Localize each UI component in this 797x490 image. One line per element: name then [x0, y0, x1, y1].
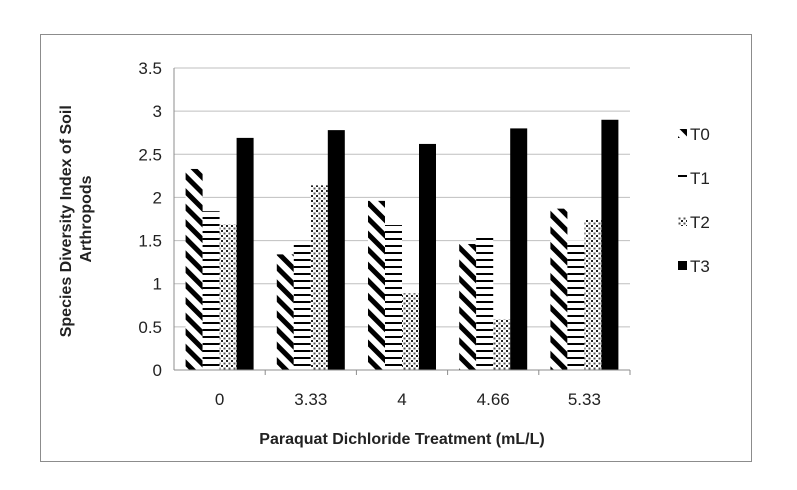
bar-t0-4 — [550, 208, 568, 370]
bar-chart: 0 0.5 1 1.5 2 2.5 3 3.5 0 3.33 4 4.66 5.33 Paraquat… — [58, 59, 710, 448]
bar-t3-4 — [601, 119, 619, 371]
bar-t0-3 — [459, 244, 477, 370]
bar-t0-2 — [368, 200, 385, 370]
x-axis-title: Paraquat Dichloride Treatment (mL/L) — [259, 431, 544, 448]
x-tick-labels: 0 3.33 4 4.66 5.33 — [215, 390, 601, 409]
x-tick-label: 5.33 — [568, 390, 601, 409]
bar-t1-1 — [293, 241, 311, 370]
legend-swatch-t0 — [678, 129, 687, 138]
legend-swatch-t1 — [678, 173, 687, 182]
y-tick-label: 0.5 — [138, 318, 162, 337]
bar-t0-1 — [276, 254, 294, 370]
y-axis-title-line-2: Arthropods — [78, 175, 95, 262]
y-tick-label: 1 — [153, 275, 162, 294]
bar-t2-1 — [310, 185, 328, 370]
y-tick-label: 3.5 — [138, 59, 162, 78]
bar-t1-4 — [567, 240, 585, 370]
x-tick-label: 0 — [215, 390, 224, 409]
bar-t3-1 — [327, 130, 345, 370]
bar-t2-0 — [219, 224, 237, 370]
y-tick-label: 2 — [153, 188, 162, 207]
legend-label-t2: T2 — [690, 213, 710, 232]
chart-frame: 0 0.5 1 1.5 2 2.5 3 3.5 0 3.33 4 4.66 5.33 Paraquat… — [40, 34, 752, 462]
y-axis-title-line-1: Species Diversity Index of Soil — [58, 105, 75, 337]
x-tick-label: 4.66 — [477, 390, 510, 409]
y-tick-label: 3 — [153, 102, 162, 121]
bar-t1-2 — [385, 225, 402, 370]
x-tick-label: 3.33 — [294, 390, 327, 409]
bar-t1-0 — [202, 211, 220, 370]
y-tick-label: 1.5 — [138, 232, 162, 251]
bar-t3-0 — [236, 137, 254, 370]
bar-t2-2 — [402, 293, 419, 370]
y-axis-title: Species Diversity Index of Soil Arthropo… — [58, 101, 95, 338]
legend-label-t0: T0 — [690, 125, 710, 144]
y-tick-label: 0 — [153, 361, 162, 380]
bar-t1-3 — [476, 233, 494, 370]
axes — [173, 68, 631, 375]
legend-swatch-t2 — [678, 217, 687, 226]
x-tick-label: 4 — [397, 390, 406, 409]
legend-label-t1: T1 — [690, 169, 710, 188]
y-tick-label: 2.5 — [138, 145, 162, 164]
legend-swatch-t3 — [678, 261, 687, 270]
bar-t0-0 — [185, 168, 203, 370]
bar-t2-3 — [493, 319, 511, 370]
bar-t3-3 — [510, 128, 528, 370]
bar-t2-4 — [584, 219, 602, 370]
legend-label-t3: T3 — [690, 257, 710, 276]
y-tick-labels: 0 0.5 1 1.5 2 2.5 3 3.5 — [138, 59, 162, 380]
bars — [185, 119, 619, 371]
legend: T0 T1 T2 T3 — [678, 125, 710, 276]
bar-t3-2 — [419, 143, 436, 370]
